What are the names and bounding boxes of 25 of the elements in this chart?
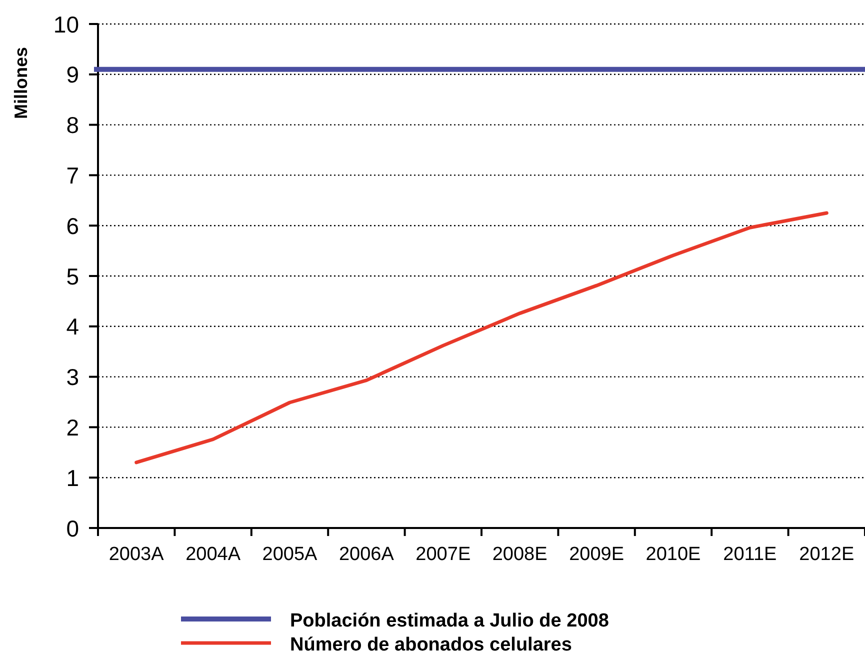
y-axis-title: Millones <box>11 46 31 120</box>
y-tick-label: 5 <box>66 263 79 290</box>
x-tick-label: 2008E <box>492 544 548 565</box>
y-tick-label: 9 <box>66 62 79 88</box>
y-tick-label: 0 <box>66 515 79 542</box>
y-tick-label: 6 <box>66 212 79 239</box>
y-tick-label: 3 <box>66 364 79 390</box>
y-tick-label: 10 <box>53 11 79 38</box>
x-tick-label: 2003A <box>108 544 164 565</box>
y-tick-label: 7 <box>66 162 79 188</box>
y-tick-label: 2 <box>66 414 79 440</box>
x-tick-label: 2004A <box>186 544 241 565</box>
x-tick-label: 2011E <box>723 544 777 565</box>
legend-label: Población estimada a Julio de 2008 <box>290 610 609 632</box>
y-tick-label: 8 <box>66 112 79 138</box>
line-series <box>134 211 828 464</box>
x-tick-label: 2010E <box>646 544 701 565</box>
x-tick-label: 2012E <box>799 544 854 565</box>
legend-label: Número de abonados celulares <box>290 634 572 655</box>
x-tick-label: 2007E <box>416 544 471 565</box>
x-tick-label: 2006A <box>338 544 394 565</box>
y-tick-label: 1 <box>66 464 79 491</box>
x-tick-label: 2009E <box>569 544 624 565</box>
x-tick-label: 2005A <box>262 544 318 565</box>
y-tick-label: 4 <box>66 314 80 340</box>
